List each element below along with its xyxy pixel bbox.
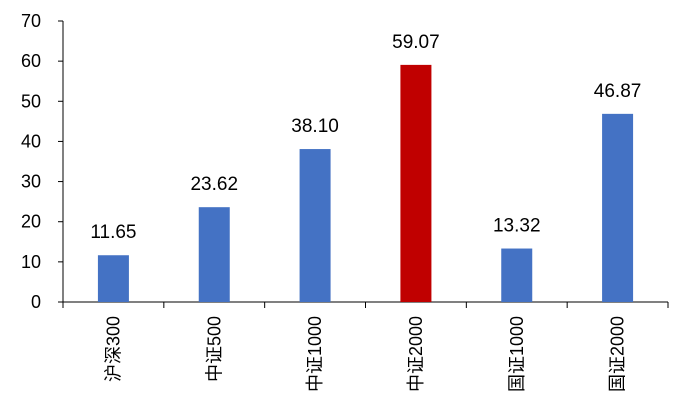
x-category-label: 国证1000 [507,316,527,392]
bar-value-label: 23.62 [190,174,238,195]
y-tick-label: 40 [21,131,41,151]
y-tick-label: 60 [21,51,41,71]
bar [501,248,533,302]
y-tick-label: 10 [21,252,41,272]
bar-value-label: 38.10 [291,116,339,137]
bar [602,113,634,302]
x-category-label: 国证2000 [608,316,628,392]
x-category-label: 沪深300 [103,316,123,382]
y-tick-label: 50 [21,91,41,111]
bar-highlighted [400,64,432,302]
bar-value-label: 46.87 [594,81,642,102]
bar [198,207,230,302]
y-tick-label: 0 [31,292,41,312]
y-tick-label: 30 [21,172,41,192]
bar [97,255,129,302]
bars-layer [97,64,634,302]
axes-layer: 0 10 20 30 40 50 60 70 [21,11,669,312]
x-category-label: 中证2000 [406,316,426,392]
bar-value-label: 59.07 [392,32,440,53]
y-tick-label: 20 [21,212,41,232]
labels-layer: 11.65 沪深300 23.62 中证500 38.10 中证1000 59.07 中证20… [90,32,641,392]
y-tick-label: 70 [21,11,41,31]
x-category-label: 中证1000 [305,316,325,392]
bar [299,149,331,302]
bar-value-label: 13.32 [493,216,541,237]
x-category-label: 中证500 [204,316,224,382]
bar-value-label: 11.65 [90,222,136,243]
